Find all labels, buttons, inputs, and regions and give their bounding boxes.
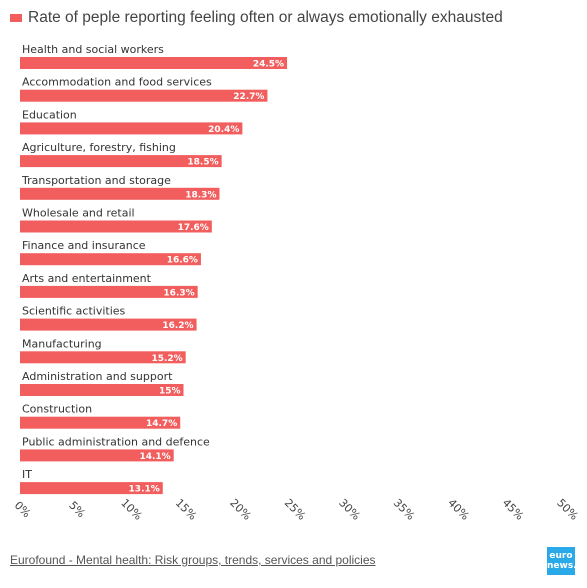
category-label: Construction [22, 403, 92, 416]
source-link[interactable]: Eurofound - Mental health: Risk groups, … [10, 553, 376, 567]
category-label: Health and social workers [22, 43, 164, 56]
x-tick-label: 40% [445, 496, 471, 522]
x-tick-label: 25% [282, 496, 308, 522]
value-label: 16.2% [162, 321, 193, 331]
x-tick-label: 15% [173, 496, 199, 522]
x-tick-label: 5% [66, 499, 88, 521]
x-tick-label: 35% [391, 496, 417, 522]
value-label: 15.2% [151, 354, 182, 364]
category-label: Administration and support [22, 370, 173, 383]
bar [20, 89, 268, 102]
value-label: 22.7% [233, 92, 264, 102]
legend: Rate of peple reporting feeling often or… [10, 9, 503, 27]
logo-text-news: news. [547, 561, 577, 571]
value-label: 18.3% [185, 190, 216, 200]
category-label: Wholesale and retail [22, 207, 135, 220]
value-label: 13.1% [129, 485, 160, 495]
bar [20, 122, 243, 135]
logo-text-euro: euro [549, 551, 573, 561]
x-tick-label: 10% [118, 496, 144, 522]
bar [20, 220, 212, 233]
value-label: 14.1% [139, 452, 170, 462]
legend-label: Rate of peple reporting feeling often or… [28, 9, 503, 26]
bar [20, 449, 174, 462]
category-label: Accommodation and food services [22, 76, 212, 89]
category-label: Agriculture, forestry, fishing [22, 141, 176, 154]
bar [20, 351, 186, 364]
bar [20, 318, 197, 331]
bar [20, 384, 184, 396]
x-tick-label: 45% [500, 496, 526, 522]
category-label: Transportation and storage [21, 174, 171, 187]
category-label: Arts and entertainment [22, 272, 152, 285]
value-label: 20.4% [208, 125, 239, 135]
bar [20, 253, 201, 266]
value-label: 24.5% [253, 60, 284, 70]
bar-chart: Health and social workers 24.5% Accommodat… [12, 43, 581, 523]
value-label: 17.6% [178, 223, 209, 233]
value-label: 16.6% [167, 256, 198, 266]
euronews-logo: euro news. [547, 547, 577, 575]
value-label: 18.5% [187, 158, 218, 168]
bar [20, 57, 288, 69]
category-label: Public administration and defence [22, 435, 210, 448]
category-label: Manufacturing [22, 337, 102, 350]
bar [20, 187, 220, 200]
legend-swatch [10, 14, 22, 22]
bar [20, 285, 198, 298]
x-tick-label: 0% [12, 499, 34, 521]
bar [20, 482, 163, 495]
value-label: 16.3% [163, 288, 194, 298]
category-label: Finance and insurance [22, 239, 146, 252]
x-tick-label: 30% [336, 496, 362, 522]
x-tick-label: 50% [554, 496, 580, 522]
bar [20, 416, 181, 429]
value-label: 14.7% [146, 419, 177, 429]
bar [20, 155, 222, 168]
category-label: Education [22, 108, 77, 121]
value-label: 15% [159, 387, 181, 397]
x-tick-label: 20% [227, 496, 253, 522]
category-label: IT [22, 468, 32, 481]
category-label: Scientific activities [22, 305, 126, 318]
